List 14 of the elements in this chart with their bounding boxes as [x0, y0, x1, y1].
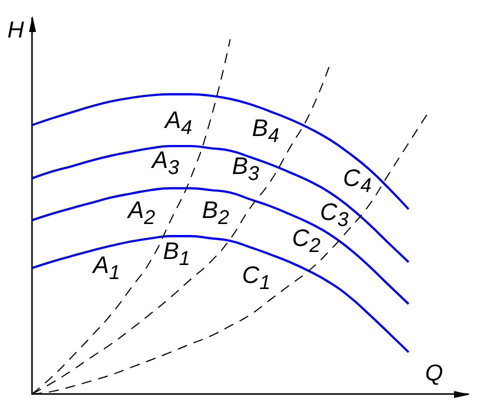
- annotation: B$_{2}$: [202, 197, 230, 229]
- x-axis-title: Q: [425, 360, 444, 386]
- annotation: B$_{1}$: [163, 238, 190, 270]
- annotation: A$_{1}$: [93, 252, 120, 284]
- annotation: C$_{3}$: [320, 199, 348, 231]
- annotation: C$_{2}$: [292, 225, 320, 257]
- annotation: C$_{4}$: [343, 165, 372, 197]
- annotation: A$_{3}$: [152, 147, 180, 179]
- annotation: A$_{2}$: [128, 197, 156, 229]
- y-axis-title: H: [7, 16, 24, 42]
- annotation: B$_{4}$: [252, 115, 280, 147]
- annotation: B$_{3}$: [232, 153, 260, 185]
- annotation: C$_{1}$: [242, 262, 270, 294]
- annotation: A$_{4}$: [165, 107, 192, 139]
